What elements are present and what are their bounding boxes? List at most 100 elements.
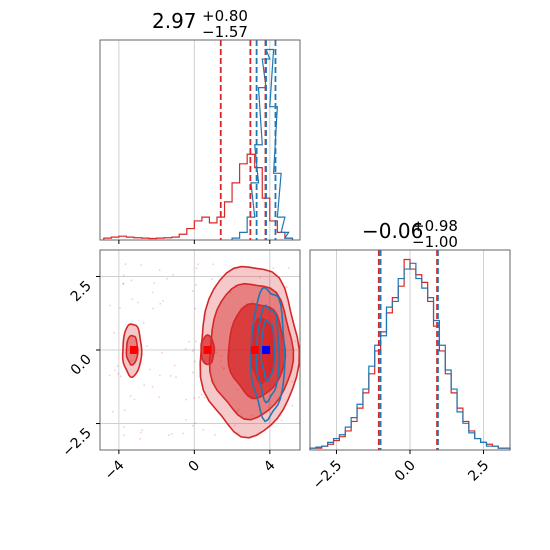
- scatter-point-76: [143, 384, 145, 387]
- scatter-point-56: [140, 431, 142, 434]
- scatter-point-95: [277, 310, 279, 313]
- contour-marker-0-0: [129, 346, 138, 354]
- scatter-point-18: [212, 379, 215, 382]
- scatter-point-36: [159, 302, 162, 305]
- top-panel-title: 2.97: [152, 9, 197, 33]
- scatter-point-63: [151, 385, 154, 388]
- scatter-point-75: [123, 426, 125, 428]
- scatter-point-112: [200, 394, 203, 396]
- scatter-point-119: [182, 432, 185, 435]
- scatter-point-30: [291, 380, 293, 383]
- scatter-point-7: [203, 396, 205, 399]
- red-contour-line-2-0: [227, 302, 287, 400]
- right-quantile-lines: [377, 250, 439, 450]
- scatter-point-38: [285, 286, 288, 288]
- scatter-point-41: [169, 375, 172, 377]
- scatter-point-94: [204, 359, 206, 362]
- right-grid: [335, 250, 485, 450]
- scatter-point-69: [109, 304, 111, 307]
- scatter-point-48: [195, 284, 197, 286]
- right-title-sub: −1.00: [412, 233, 458, 251]
- scatter-point-31: [191, 350, 194, 353]
- scatter-point-44: [158, 269, 161, 271]
- scatter-point-23: [198, 396, 200, 399]
- contour-marker-0-1: [203, 346, 212, 354]
- scatter-point-8: [236, 410, 239, 412]
- scatter-point-118: [185, 398, 187, 401]
- scatter-point-82: [234, 350, 237, 352]
- scatter-point-29: [238, 324, 241, 326]
- scatter-point-49: [220, 355, 223, 357]
- contour-y-ticks: 2.5 0.0 −2.5: [59, 275, 100, 460]
- top-histograms: [103, 48, 294, 240]
- top-hist-series-1: [231, 48, 294, 240]
- right-histograms: [309, 258, 511, 450]
- scatter-point-65: [139, 438, 141, 440]
- red-contour-line-1-1: [125, 334, 139, 366]
- contour-scatter-points: [108, 263, 297, 440]
- bottom-right-histogram-panel: −2.5 0.0 2.5 −0.06 +0.98 −1.00: [309, 217, 511, 493]
- red-contour-line-2-1: [200, 334, 216, 366]
- scatter-point-33: [194, 360, 196, 363]
- top-panel-frame: [99, 39, 301, 241]
- scatter-point-110: [279, 337, 282, 340]
- scatter-point-10: [141, 429, 143, 431]
- right-hist-series-1: [309, 262, 511, 450]
- scatter-point-53: [243, 315, 246, 317]
- scatter-point-73: [159, 374, 161, 377]
- scatter-point-59: [269, 412, 272, 415]
- scatter-point-34: [158, 396, 160, 398]
- scatter-point-74: [122, 282, 124, 285]
- scatter-point-55: [151, 291, 154, 294]
- contour-marker-1-0: [262, 346, 271, 354]
- scatter-point-70: [194, 307, 196, 310]
- top-title-sup: +0.80: [202, 7, 248, 25]
- scatter-point-104: [142, 322, 145, 324]
- bottom-left-contour-panel: −4 0 4 2.5 0.0 −2.5: [59, 249, 301, 483]
- scatter-point-37: [272, 267, 275, 269]
- contour-markers: [129, 346, 271, 354]
- contour-y-tick-label-2: −2.5: [59, 425, 94, 460]
- scatter-point-93: [252, 300, 254, 302]
- scatter-point-92: [233, 369, 235, 371]
- scatter-point-96: [117, 373, 120, 375]
- contour-x-tick-label-0: −4: [102, 457, 128, 483]
- right-title-sup: +0.98: [412, 217, 458, 235]
- scatter-point-99: [237, 408, 240, 410]
- scatter-point-45: [108, 374, 111, 377]
- red-contour-line-0-1: [121, 323, 143, 379]
- scatter-point-72: [245, 325, 248, 327]
- scatter-point-52: [112, 410, 114, 413]
- top-hist-series-0: [103, 153, 294, 240]
- scatter-point-14: [188, 341, 190, 343]
- contour-marker-0-2: [250, 346, 259, 354]
- scatter-point-12: [130, 359, 133, 362]
- scatter-point-5: [162, 300, 164, 302]
- scatter-point-35: [250, 414, 253, 417]
- right-x-tick-label-1: 0.0: [392, 458, 419, 485]
- scatter-point-116: [195, 340, 197, 343]
- top-grid: [118, 40, 271, 240]
- scatter-point-101: [168, 434, 170, 436]
- top-quantile-lines: [219, 40, 277, 240]
- scatter-point-26: [133, 398, 136, 401]
- scatter-point-90: [192, 424, 194, 427]
- right-title-value: −0.06: [362, 219, 423, 243]
- scatter-point-11: [288, 267, 290, 269]
- scatter-point-28: [116, 365, 119, 367]
- scatter-point-62: [119, 375, 122, 377]
- scatter-point-43: [239, 308, 242, 310]
- right-panel-title: −0.06: [362, 219, 423, 243]
- scatter-point-40: [214, 433, 216, 436]
- right-x-ticks: −2.5 0.0 2.5: [310, 450, 492, 493]
- contour-y-tick-label-0: 2.5: [68, 278, 95, 305]
- scatter-point-21: [122, 274, 125, 277]
- scatter-point-2: [192, 348, 195, 351]
- scatter-point-81: [130, 279, 133, 282]
- scatter-point-91: [294, 340, 297, 342]
- scatter-point-79: [211, 278, 213, 280]
- scatter-point-117: [280, 419, 283, 422]
- scatter-point-24: [223, 367, 226, 369]
- scatter-point-66: [227, 422, 230, 425]
